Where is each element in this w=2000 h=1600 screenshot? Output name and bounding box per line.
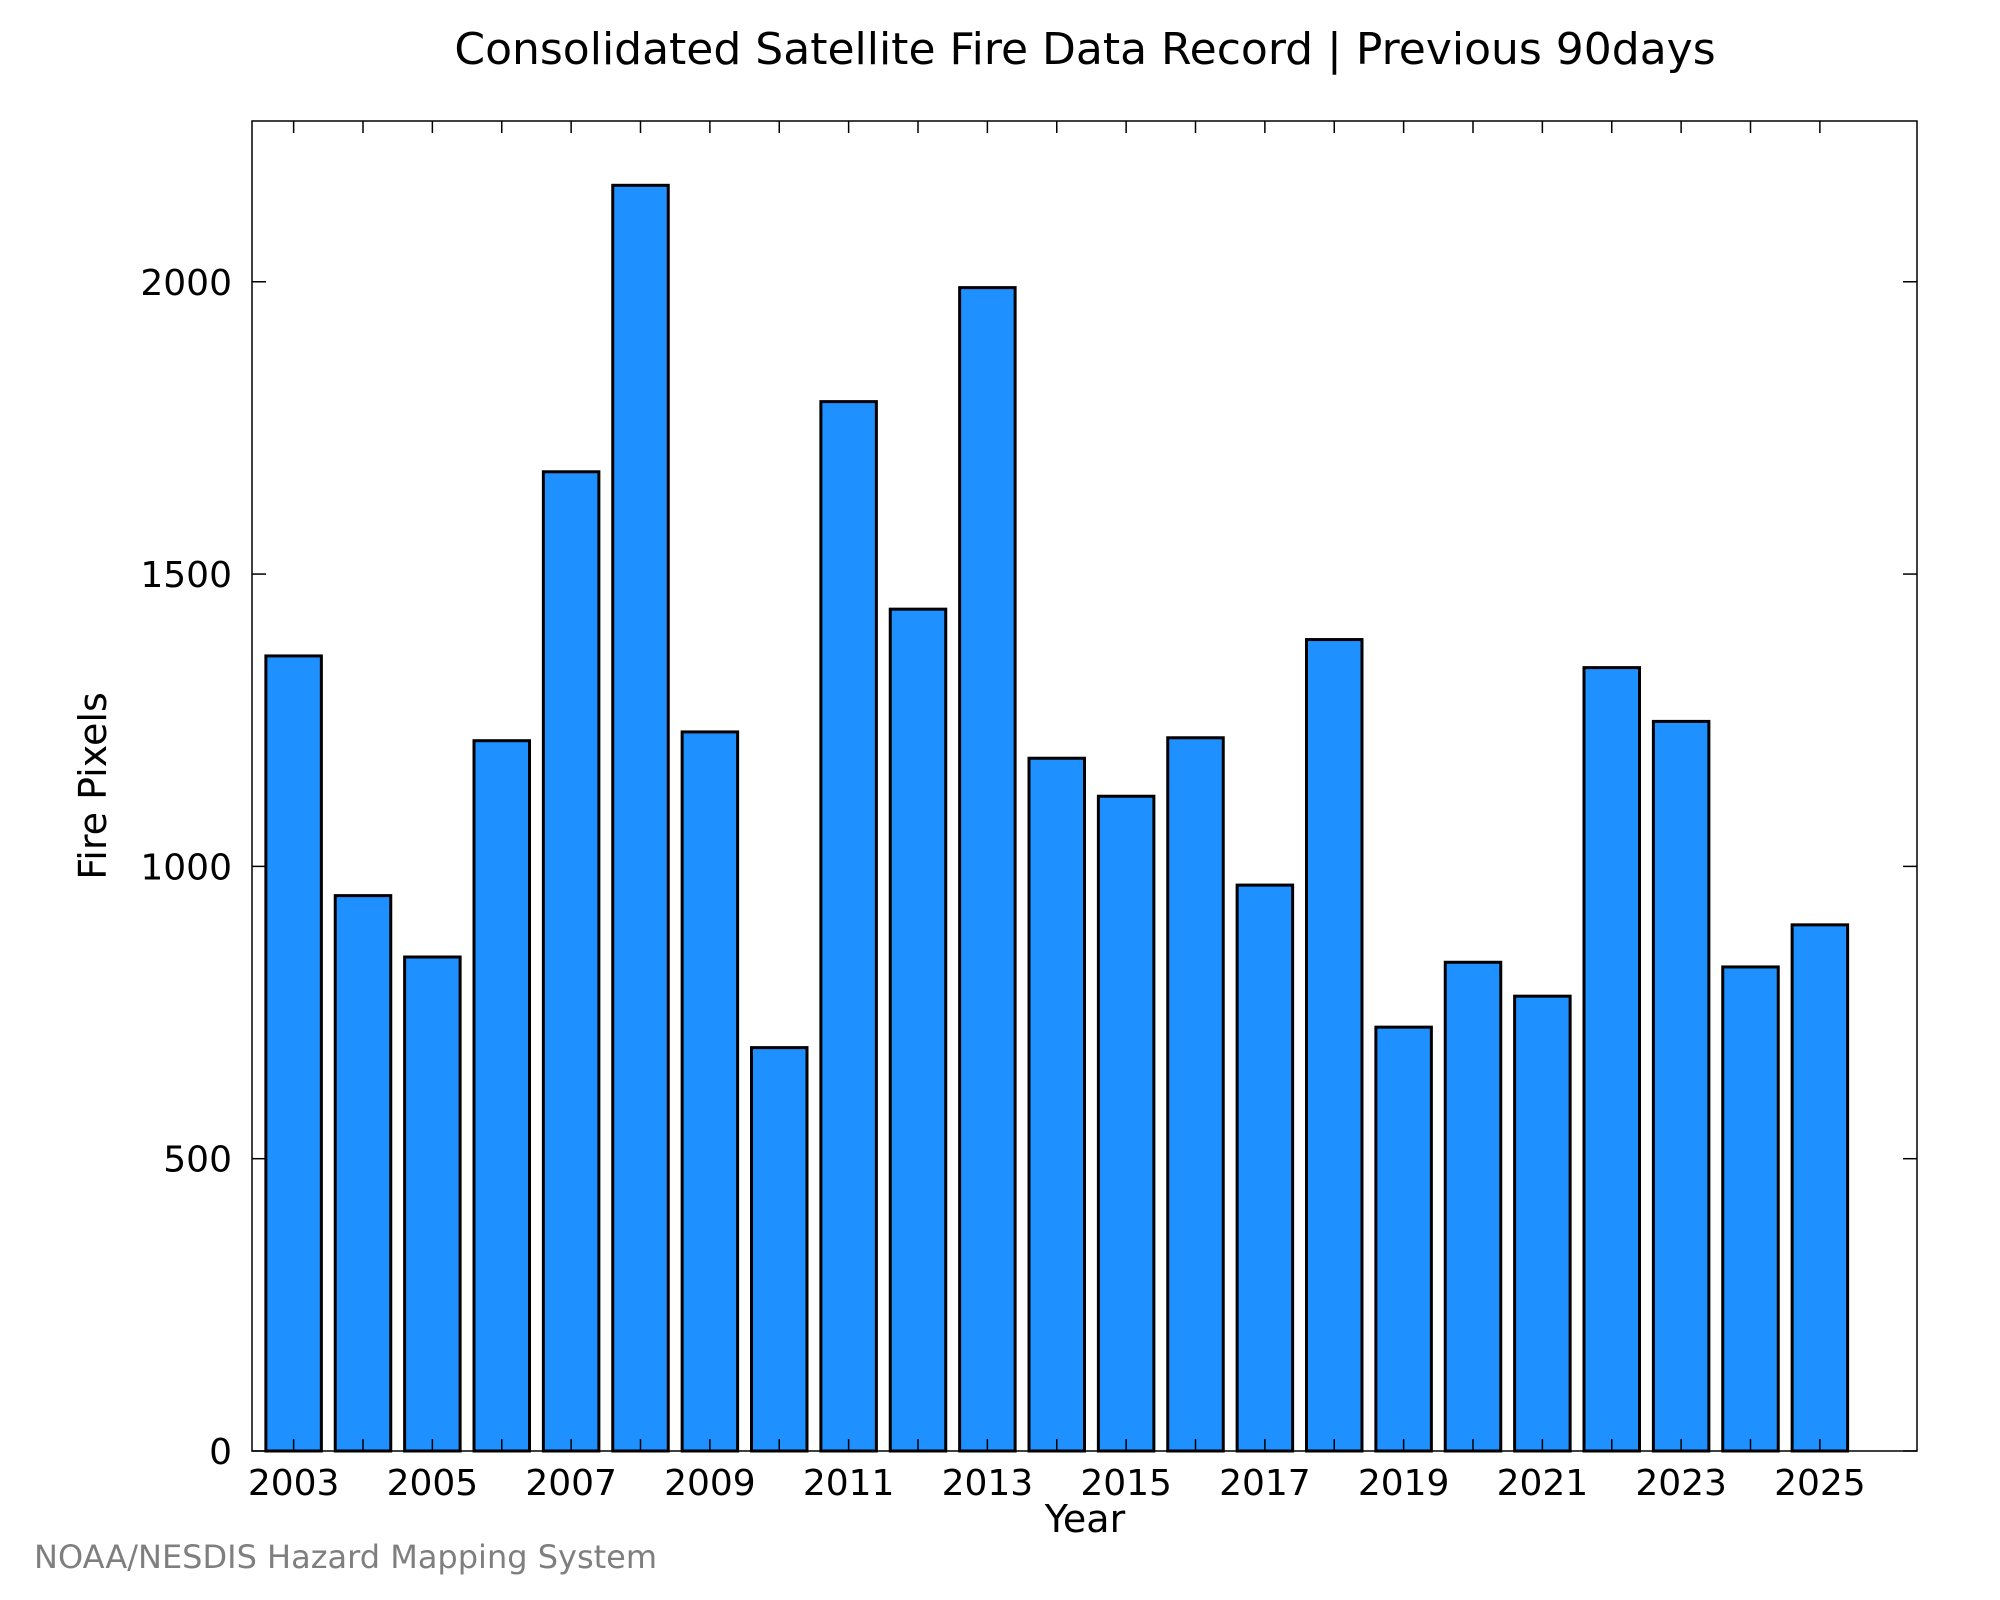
x-tick-label-2023: 2023 <box>1635 1463 1727 1504</box>
x-tick-label-2007: 2007 <box>525 1463 617 1504</box>
x-tick-label-2011: 2011 <box>803 1463 895 1504</box>
y-tick-label-2000: 2000 <box>140 263 232 304</box>
bar-2005 <box>403 955 462 1453</box>
bar-2006 <box>472 739 531 1453</box>
bar-2015 <box>1096 794 1156 1453</box>
x-tick-label-2003: 2003 <box>248 1463 340 1504</box>
bar-2021 <box>1513 994 1572 1453</box>
bar-2011 <box>819 400 878 1453</box>
bar-2022 <box>1582 666 1641 1453</box>
x-tick-label-2015: 2015 <box>1080 1463 1172 1504</box>
bar-2013 <box>958 286 1017 1453</box>
bar-2025 <box>1790 923 1850 1453</box>
bar-2014 <box>1027 756 1086 1453</box>
bar-2004 <box>333 894 393 1453</box>
y-tick-label-1000: 1000 <box>140 847 232 888</box>
bar-2019 <box>1374 1025 1433 1453</box>
x-tick-label-2025: 2025 <box>1774 1463 1866 1504</box>
bar-2007 <box>541 470 601 1453</box>
x-tick-label-2017: 2017 <box>1219 1463 1311 1504</box>
bar-2018 <box>1305 638 1364 1453</box>
x-axis-label: Year <box>1044 1497 1126 1541</box>
bar-2020 <box>1443 960 1503 1453</box>
bar-2010 <box>750 1046 809 1453</box>
bar-2024 <box>1721 965 1780 1453</box>
bar-2016 <box>1166 736 1225 1453</box>
y-tick-label-500: 500 <box>163 1140 232 1181</box>
x-tick-label-2021: 2021 <box>1497 1463 1589 1504</box>
chart-title: Consolidated Satellite Fire Data Record … <box>454 24 1715 75</box>
plot-frame <box>251 120 1918 1452</box>
y-axis-label: Fire Pixels <box>71 692 115 880</box>
bar-2009 <box>680 730 740 1453</box>
x-tick-label-2019: 2019 <box>1358 1463 1450 1504</box>
bar-2023 <box>1651 719 1711 1453</box>
x-tick-label-2009: 2009 <box>664 1463 756 1504</box>
bar-2008 <box>611 183 670 1453</box>
bar-2012 <box>888 607 948 1453</box>
credit-text: NOAA/NESDIS Hazard Mapping System <box>34 1538 658 1576</box>
y-tick-label-1500: 1500 <box>140 555 232 596</box>
bars-group <box>264 183 1850 1453</box>
bar-2003 <box>264 654 323 1453</box>
bar-2017 <box>1235 883 1295 1453</box>
x-tick-label-2005: 2005 <box>387 1463 479 1504</box>
ticks-group: 2003 2005 2007 2009 2011 2013 2015 2017 2019 2021… <box>140 121 1917 1504</box>
y-tick-label-0: 0 <box>209 1432 232 1473</box>
x-tick-label-2013: 2013 <box>942 1463 1034 1504</box>
